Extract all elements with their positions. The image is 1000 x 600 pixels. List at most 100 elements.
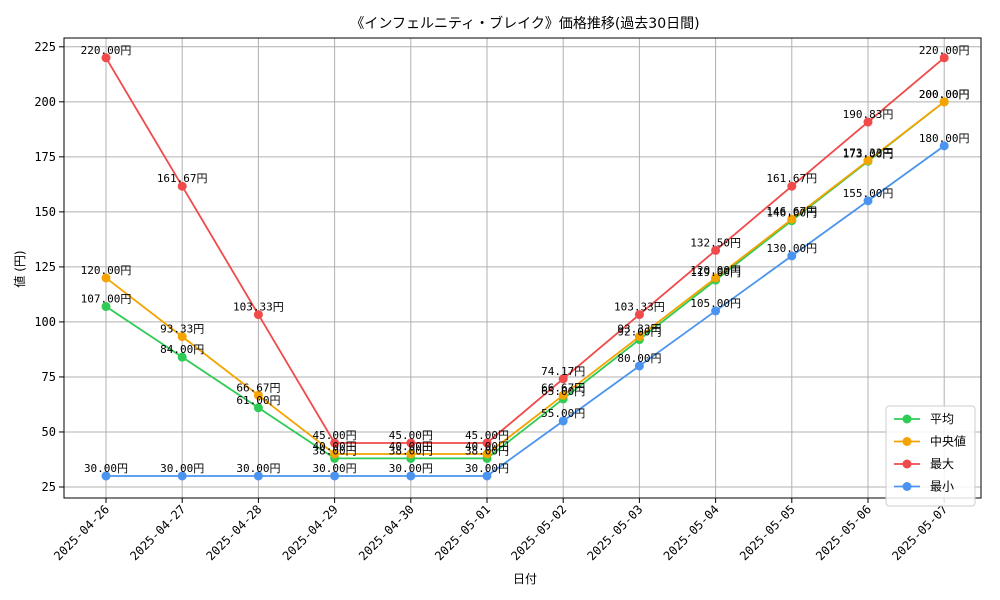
- data-label: 40.00円: [313, 440, 357, 453]
- legend-marker: [902, 414, 912, 424]
- data-point: [253, 471, 263, 481]
- data-point: [939, 53, 949, 63]
- data-point: [787, 251, 797, 261]
- data-point: [482, 471, 492, 481]
- data-point: [253, 403, 263, 413]
- series-group: [101, 53, 949, 481]
- data-point: [177, 471, 187, 481]
- data-label: 173.00円: [843, 147, 894, 160]
- data-label: 74.17円: [541, 365, 585, 378]
- data-label: 161.67円: [157, 172, 208, 185]
- y-tick-label: 100: [34, 315, 56, 329]
- data-label: 38.00円: [389, 444, 433, 457]
- series-line: [105, 57, 945, 444]
- legend-label: 最小: [930, 480, 954, 494]
- data-label: 120.00円: [690, 264, 741, 277]
- data-label: 45.00円: [389, 429, 433, 442]
- data-point: [253, 310, 263, 320]
- data-point: [406, 438, 416, 448]
- data-point: [177, 352, 187, 362]
- data-label: 173.33円: [843, 147, 894, 160]
- data-label: 30.00円: [236, 462, 280, 475]
- data-label: 30.00円: [160, 462, 204, 475]
- data-point: [406, 471, 416, 481]
- plot-frame: [63, 37, 982, 499]
- data-label: 66.67円: [236, 381, 280, 394]
- data-point: [253, 390, 263, 400]
- y-tick-label: 25: [42, 480, 56, 494]
- data-point: [939, 97, 949, 107]
- legend-marker: [902, 482, 912, 491]
- data-point: [939, 141, 949, 151]
- data-point: [711, 245, 721, 255]
- data-label: 38.00円: [313, 444, 357, 457]
- data-point: [406, 449, 416, 459]
- data-label: 93.33円: [617, 323, 661, 336]
- y-tick-label: 200: [34, 95, 56, 109]
- y-tick-label: 175: [34, 150, 56, 164]
- legend-item: 最大: [894, 457, 954, 471]
- legend-label: 平均: [930, 412, 954, 426]
- legend-marker: [902, 437, 912, 446]
- data-label: 30.00円: [389, 462, 433, 475]
- data-point: [330, 471, 340, 481]
- data-label: 105.00円: [690, 297, 741, 310]
- legend-marker: [902, 459, 912, 469]
- data-label: 80.00円: [617, 352, 661, 365]
- data-label: 65.00円: [541, 385, 585, 398]
- data-point: [330, 449, 340, 459]
- data-point: [634, 361, 644, 371]
- data-label: 93.33円: [160, 323, 204, 336]
- x-axis-title: 日付: [513, 572, 537, 586]
- legend-item: 平均: [894, 412, 954, 426]
- data-label: 103.33円: [614, 301, 665, 314]
- data-label: 92.00円: [617, 326, 661, 339]
- data-point: [177, 181, 187, 191]
- legend-label: 中央値: [930, 434, 966, 449]
- data-label: 119.00円: [690, 266, 741, 279]
- data-point: [634, 310, 644, 320]
- data-label: 161.67円: [766, 172, 817, 185]
- data-label: 103.33円: [233, 301, 284, 314]
- y-tick-label: 50: [42, 425, 56, 439]
- data-point: [101, 53, 111, 63]
- data-point: [787, 214, 797, 224]
- data-point: [634, 332, 644, 342]
- series-line: [105, 101, 945, 455]
- data-point: [787, 181, 797, 191]
- data-label: 146.00円: [766, 207, 817, 220]
- y-axis-title: 値 (円): [12, 250, 27, 287]
- data-labels: 107.00円 84.00円 61.00円 38.00円 38.00円 38.00円 65.…: [81, 44, 970, 475]
- data-label: 66.67円: [541, 381, 585, 394]
- chart-title: 《インフェルニティ・ブレイク》価格推移(過去30日間): [350, 15, 699, 32]
- data-point: [482, 449, 492, 459]
- data-label: 40.00円: [389, 440, 433, 453]
- data-point: [863, 156, 873, 166]
- legend-box: [885, 405, 976, 507]
- data-point: [330, 438, 340, 448]
- data-point: [482, 438, 492, 448]
- data-label: 146.67円: [766, 205, 817, 218]
- data-label: 220.00円: [81, 44, 132, 57]
- legend-label: 最大: [930, 457, 954, 471]
- data-label: 40.00円: [465, 440, 509, 453]
- series-line: [105, 101, 945, 460]
- grid: [64, 38, 981, 498]
- data-label: 130.00円: [766, 242, 817, 255]
- legend-item: 最小: [894, 480, 954, 494]
- data-point: [711, 306, 721, 316]
- series-2: [101, 97, 949, 459]
- data-label: 45.00円: [465, 429, 509, 442]
- data-label: 190.83円: [843, 108, 894, 121]
- data-point: [863, 196, 873, 206]
- y-tick-label: 125: [34, 260, 56, 274]
- data-point: [863, 117, 873, 127]
- legend-item: 中央値: [894, 434, 966, 449]
- data-label: 45.00円: [313, 429, 357, 442]
- data-label: 107.00円: [81, 293, 132, 306]
- data-label: 30.00円: [465, 462, 509, 475]
- data-point: [177, 332, 187, 342]
- data-label: 155.00円: [843, 187, 894, 200]
